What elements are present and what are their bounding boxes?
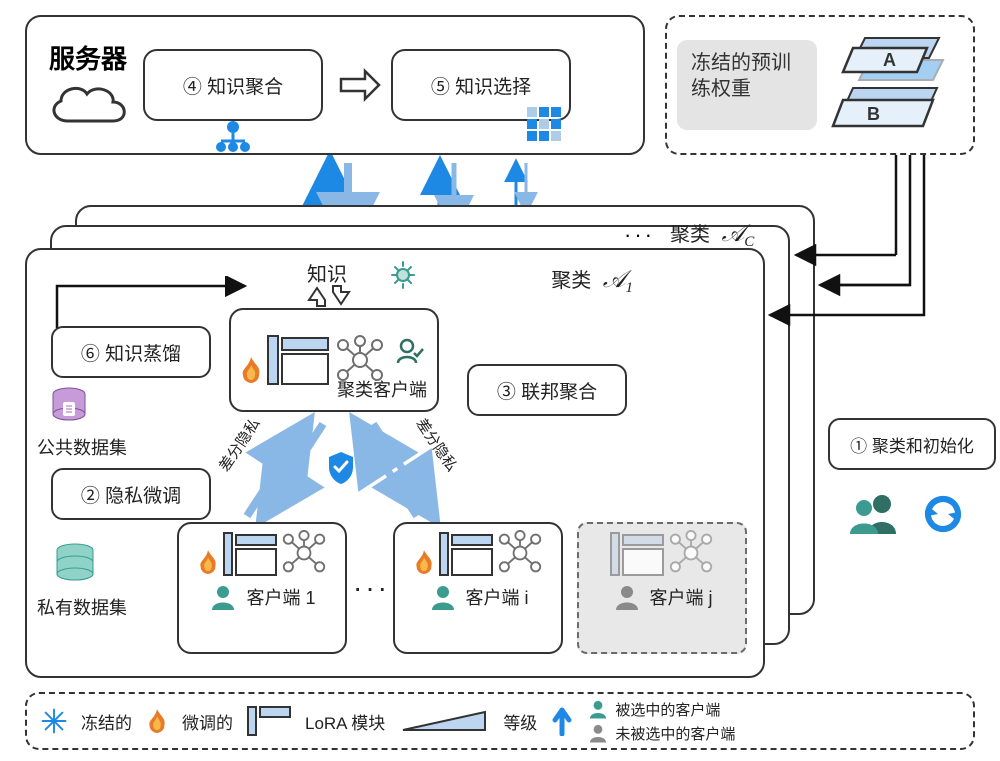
frozen-box: 冻结的预训练权重 A B	[665, 15, 975, 155]
client1-box: 客户端 1	[177, 522, 347, 654]
step1-label: ① 聚类和初始化	[850, 432, 974, 457]
cluster-ac-label: 聚类 𝒜C	[670, 218, 754, 251]
cloud-icon	[43, 76, 133, 131]
public-db-label: 公共数据集	[37, 434, 127, 460]
network-mini-ci	[497, 530, 543, 576]
frozen-label: 冻结的预训练权重	[677, 40, 817, 130]
person-check-icon	[395, 336, 425, 366]
dots: ···	[353, 572, 390, 604]
private-db-label: 私有数据集	[37, 594, 127, 620]
knowledge-arrows	[303, 282, 359, 310]
legend-triangle	[399, 706, 489, 736]
cluster-more-dots: ···	[624, 222, 655, 248]
network-mini-cj	[668, 530, 714, 576]
ab-stack-icon: A B	[825, 30, 955, 140]
legend-rank: 等级	[503, 709, 537, 734]
clientj-box: 客户端 j	[577, 522, 747, 654]
svg-text:A: A	[883, 50, 896, 70]
server-title: 服务器	[49, 39, 127, 76]
user-gray-cj	[612, 582, 642, 612]
step3-box: ③ 联邦聚合	[467, 364, 627, 416]
cluster-client-box: 聚类客户端	[229, 308, 439, 412]
fire-icon-ci	[413, 548, 435, 576]
step2-label: ② 隐私微调	[81, 481, 181, 508]
cluster-layer-front: 聚类 𝒜1 知识 ⑥ 知识蒸馏 公共数据集 ② 隐私微调	[25, 248, 765, 678]
step1-box: ① 聚类和初始化	[828, 418, 996, 470]
legend-selected: 被选中的客户端	[615, 699, 720, 720]
legend-uparrow	[551, 706, 573, 736]
hierarchy-icon	[213, 119, 253, 155]
server-title-group: 服务器	[43, 39, 133, 131]
step4-label: ④ 知识聚合	[183, 72, 283, 99]
step6-box: ⑥ 知识蒸馏	[51, 326, 211, 378]
svg-text:B: B	[867, 104, 880, 124]
legend-teal-user	[587, 698, 609, 720]
user-teal-c1	[208, 582, 238, 612]
network-mini-c1	[281, 530, 327, 576]
step3-label: ③ 联邦聚合	[497, 377, 597, 404]
client1-label: 客户端 1	[246, 584, 315, 610]
step5-box: ⑤ 知识选择	[391, 49, 571, 121]
step4-box: ④ 知识聚合	[143, 49, 323, 121]
step2-box: ② 隐私微调	[51, 468, 211, 520]
step6-label: ⑥ 知识蒸馏	[81, 339, 181, 366]
legend-box: 冻结的 微调的 LoRA 模块 等级 被选中的客户端 未被选中的客户端	[25, 692, 975, 750]
fire-icon-1	[239, 355, 263, 385]
legend-lora-icon	[247, 706, 291, 736]
user-teal-ci	[428, 582, 458, 612]
legend-gray-user	[587, 722, 609, 744]
private-db-icon	[49, 538, 101, 590]
fire-icon-c1	[197, 548, 219, 576]
legend-frozen: 冻结的	[81, 709, 132, 734]
frozen-to-layers-arrows	[760, 155, 960, 435]
shield-icon	[325, 450, 357, 486]
server-box: 服务器 ④ 知识聚合 ⑤ 知识选择	[25, 15, 645, 155]
public-db-icon	[45, 384, 93, 432]
step5-label: ⑤ 知识选择	[431, 72, 531, 99]
cluster-client-label: 聚类客户端	[337, 376, 427, 402]
legend-finetune: 微调的	[182, 709, 233, 734]
clienti-label: 客户端 i	[466, 584, 529, 610]
refresh-icon	[920, 492, 966, 536]
grid-icon	[525, 105, 563, 143]
legend-users-col: 被选中的客户端 未被选中的客户端	[587, 698, 735, 744]
clienti-box: 客户端 i	[393, 522, 563, 654]
legend-fire	[146, 707, 168, 735]
lightbulb-icon	[389, 260, 417, 290]
legend-unselected: 未被选中的客户端	[615, 723, 735, 744]
cluster-a1-label: 聚类 𝒜1	[551, 264, 633, 297]
arrow-4-to-5	[337, 65, 383, 105]
legend-lora: LoRA 模块	[305, 709, 385, 734]
people-icon	[846, 490, 902, 538]
lora-mini-1	[239, 335, 329, 385]
legend-snowflake	[41, 708, 67, 734]
clientj-label: 客户端 j	[650, 584, 713, 610]
